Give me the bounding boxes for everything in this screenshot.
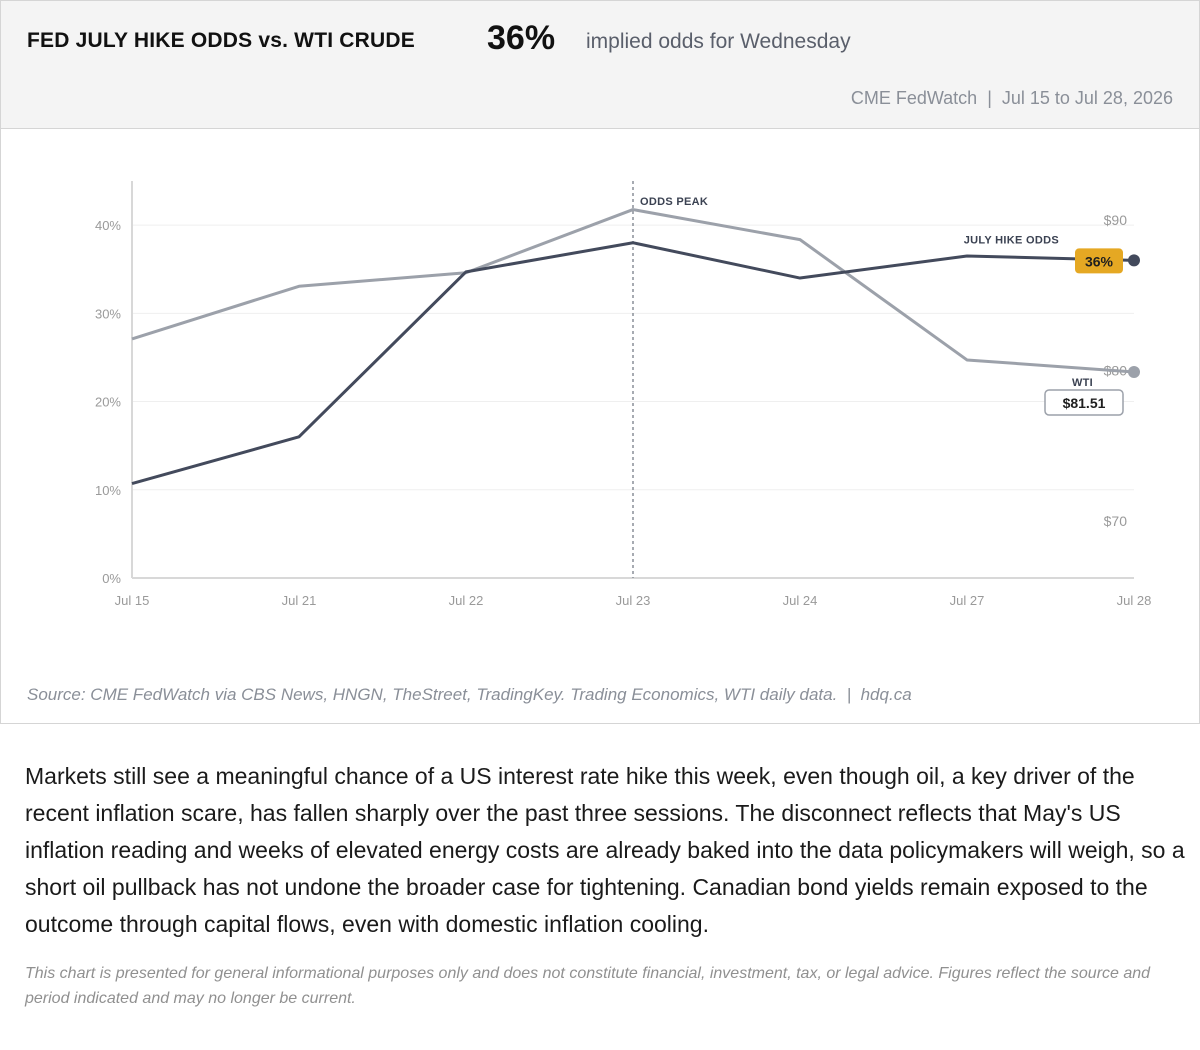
odds-series-label: JULY HIKE ODDS [964, 234, 1059, 246]
x-tick-label: Jul 23 [616, 593, 651, 608]
odds-value-badge [1075, 248, 1123, 274]
x-tick-label: Jul 21 [282, 593, 317, 608]
odds-value-badge-label: 36% [1085, 253, 1114, 269]
odds-end-point [1128, 254, 1140, 267]
y-tick-label: 0% [102, 571, 121, 586]
y-tick-label: 30% [95, 306, 121, 321]
wti-price-box [1044, 389, 1124, 416]
chart-card: FED JULY HIKE ODDS vs. WTI CRUDE 36% imp… [0, 0, 1200, 724]
x-tick-label: Jul 28 [1117, 593, 1152, 608]
chart-source: Source: CME FedWatch via CBS News, HNGN,… [27, 685, 912, 704]
y-tick-label: 20% [95, 395, 121, 410]
x-tick-label: Jul 22 [449, 593, 484, 608]
x-tick-label: Jul 24 [783, 593, 818, 608]
wti-series-line [131, 208, 1135, 374]
disclaimer: This chart is presented for general info… [25, 965, 1151, 1007]
wti-series-label: WTI [1072, 377, 1093, 389]
wti-end-point [1128, 365, 1140, 378]
odds-peak-label: ODDS PEAK [640, 196, 708, 208]
x-tick-label: Jul 15 [115, 593, 150, 608]
headline-value: 36% [487, 19, 556, 57]
y-tick-label: 10% [95, 483, 121, 498]
chart-title: FED JULY HIKE ODDS vs. WTI CRUDE [27, 29, 415, 52]
x-tick-label: Jul 27 [950, 593, 985, 608]
right-axis-tick-label: $90 [1104, 212, 1128, 228]
wti-price-label: $81.51 [1063, 395, 1106, 411]
chart-header: FED JULY HIKE ODDS vs. WTI CRUDE 36% imp… [1, 1, 1199, 129]
source-and-period: CME FedWatch | Jul 15 to Jul 28, 2026 [850, 88, 1173, 108]
right-axis-tick-label: $70 [1104, 513, 1128, 529]
odds-series-line [131, 241, 1135, 486]
y-tick-label: 40% [95, 218, 121, 233]
headline-subtitle: implied odds for Wednesday [586, 30, 851, 53]
article-paragraph: Markets still see a meaningful chance of… [25, 763, 1185, 937]
